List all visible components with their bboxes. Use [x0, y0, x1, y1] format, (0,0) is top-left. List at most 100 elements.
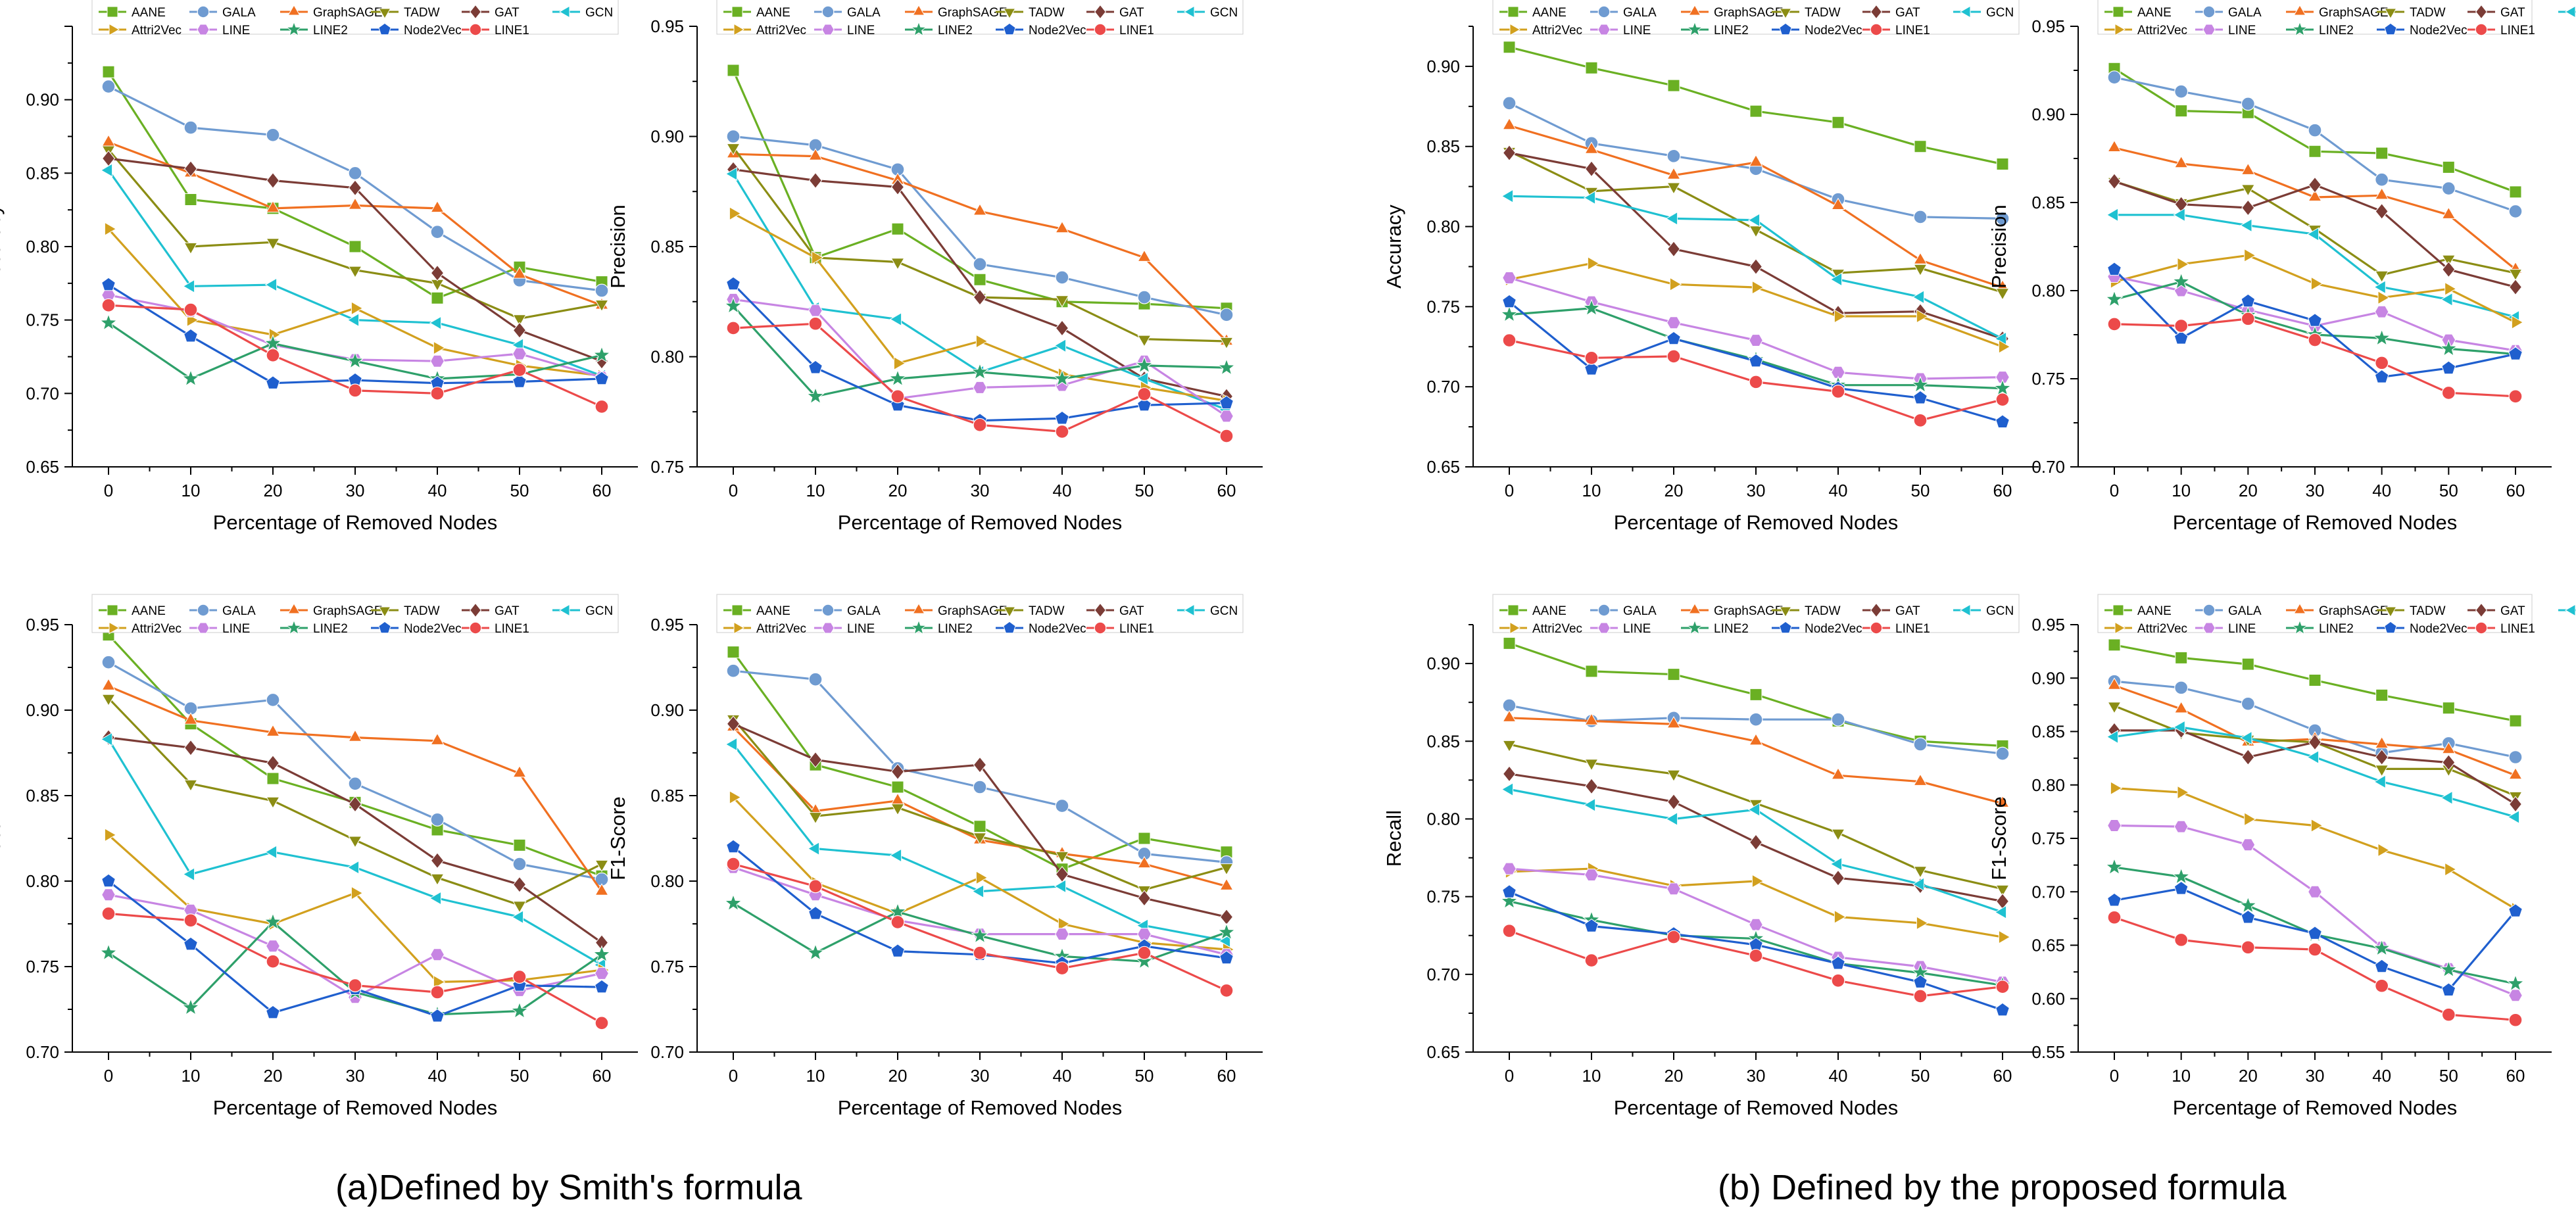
x-tick-label: 50: [1135, 1066, 1154, 1086]
point-gala: [2508, 204, 2523, 218]
point-gat: [890, 179, 905, 195]
point-aane: [2509, 185, 2522, 199]
point-gcn: [182, 867, 195, 882]
point-graphsage: [101, 134, 116, 147]
x-axis-label: Percentage of Removed Nodes: [1614, 511, 1899, 534]
point-gcn: [2106, 208, 2119, 222]
legend-marker-aane: [2112, 6, 2124, 18]
y-tick-label: 0.75: [2031, 369, 2065, 389]
point-line1: [1137, 387, 1152, 401]
point-graphsage: [1666, 167, 1681, 180]
point-line: [1749, 334, 1763, 347]
point-line: [1502, 862, 1517, 875]
point-line1: [1502, 924, 1517, 938]
point-aane: [2442, 702, 2455, 715]
y-tick-label: 0.95: [650, 16, 684, 36]
point-line1: [2174, 932, 2189, 947]
legend-marker-tadw: [2384, 8, 2397, 19]
series-line1: [101, 298, 609, 414]
x-tick-label: 30: [346, 1066, 365, 1086]
point-gala: [1502, 96, 1517, 110]
point-line: [1666, 316, 1681, 329]
point-tadw: [1666, 769, 1681, 782]
point-line2: [1135, 356, 1154, 373]
x-axis-label: Percentage of Removed Nodes: [838, 1096, 1123, 1119]
point-graphsage: [2508, 767, 2523, 780]
point-attri2vec: [104, 222, 117, 236]
point-line: [1219, 410, 1234, 423]
point-gat: [2508, 279, 2523, 296]
point-line: [430, 948, 445, 961]
y-tick-label: 0.65: [26, 457, 59, 477]
x-tick-label: 10: [806, 1066, 825, 1086]
legend-marker-aane: [107, 604, 118, 616]
point-node2vec: [2308, 313, 2322, 327]
y-tick-label: 0.65: [1426, 1042, 1460, 1062]
caption-left: (a)Defined by Smith's formula: [335, 1168, 802, 1207]
legend-label-gat: GAT: [1895, 604, 1920, 618]
series-gala: [101, 655, 609, 886]
point-gcn: [1665, 211, 1678, 226]
legend-label-attri2vec: Attri2Vec: [1532, 622, 1582, 636]
point-line1: [726, 321, 741, 335]
legend-label-graphsage: GraphSAGE: [2319, 604, 2389, 618]
point-gat: [1995, 893, 2010, 910]
point-node2vec: [1502, 884, 1517, 898]
y-tick-label: 0.85: [2031, 722, 2065, 742]
legend-marker-line: [821, 622, 835, 634]
legend-label-gat: GAT: [495, 604, 520, 618]
point-line: [1831, 366, 1845, 379]
x-tick-label: 0: [1505, 481, 1514, 500]
point-node2vec: [595, 979, 609, 994]
point-graphsage: [2174, 155, 2189, 168]
point-node2vec: [1055, 410, 1069, 425]
legend-label-line1: LINE1: [2500, 622, 2535, 636]
point-graphsage: [266, 200, 280, 213]
legend-marker-aane: [1507, 604, 1519, 616]
y-tick-label: 0.90: [2031, 668, 2065, 688]
legend-marker-line1: [469, 23, 482, 36]
x-tick-label: 40: [2372, 481, 2391, 500]
legend-label-gcn: GCN: [1210, 604, 1238, 618]
point-graphsage: [808, 148, 823, 160]
point-graphsage: [1584, 141, 1599, 154]
y-tick-label: 0.85: [650, 237, 684, 256]
legend-label-line1: LINE1: [495, 622, 529, 636]
legend-marker-gat: [469, 602, 482, 618]
chart-a-precision: 0.75 0.80 0.85 0.90 0.95 0 10 20 30 40 50 60 Percent…: [606, 0, 1263, 534]
point-graphsage: [1219, 878, 1234, 890]
legend-label-tadw: TADW: [1029, 604, 1065, 618]
legend-marker-gala: [2202, 5, 2216, 18]
point-line1: [430, 985, 445, 999]
legend-marker-tadw: [2384, 606, 2397, 617]
point-graphsage: [890, 792, 905, 805]
x-tick-label: 60: [1217, 481, 1236, 500]
point-aane: [2442, 160, 2455, 174]
point-node2vec: [1995, 1002, 2010, 1017]
series-attri2vec: [2110, 248, 2524, 329]
point-gcn: [1912, 877, 1925, 892]
point-node2vec: [2174, 880, 2189, 895]
x-tick-label: 50: [510, 481, 529, 500]
x-axis-label: Percentage of Removed Nodes: [838, 511, 1123, 534]
point-node2vec: [2441, 982, 2456, 996]
legend-marker-graphsage: [2293, 603, 2306, 614]
y-tick-label: 0.95: [26, 615, 59, 635]
x-tick-label: 60: [1993, 481, 2012, 500]
point-aane: [1503, 41, 1516, 54]
series-node2vec: [1502, 294, 2010, 428]
series-node2vec: [101, 277, 609, 389]
point-graphsage: [512, 266, 527, 279]
point-node2vec: [1666, 331, 1681, 345]
series-graphsage: [101, 678, 609, 896]
legend-marker-attri2vec: [1509, 621, 1520, 635]
point-attri2vec: [2177, 785, 2189, 800]
point-aane: [2241, 658, 2254, 671]
point-attri2vec: [1834, 309, 1847, 324]
legend-marker-line: [821, 24, 835, 36]
legend-marker-tadw: [1779, 606, 1792, 617]
legend-label-aane: AANE: [1532, 604, 1567, 618]
point-aane: [1832, 116, 1845, 129]
point-line1: [1502, 333, 1517, 348]
series-gcn: [100, 732, 606, 972]
